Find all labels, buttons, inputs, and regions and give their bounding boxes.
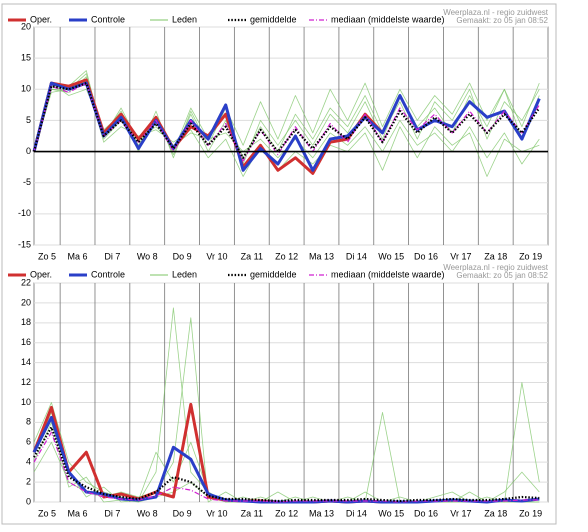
legend-label: mediaan (middelste waarde) — [331, 269, 445, 279]
series-line — [32, 81, 541, 172]
y-tick-label: 0 — [26, 146, 31, 156]
legend-label: Leden — [172, 269, 197, 279]
x-tick-label: Zo 19 — [519, 508, 542, 518]
x-tick-label: Zo 12 — [275, 251, 298, 261]
legend-label: Controle — [91, 14, 125, 24]
legend-label: Oper. — [30, 14, 52, 24]
source: Weerplaza.nl - regio zuidwest — [443, 263, 549, 272]
y-tick-label: 20 — [21, 21, 31, 31]
legend-label: Controle — [91, 269, 125, 279]
x-tick-label: Do 9 — [173, 508, 192, 518]
x-tick-label: Zo 5 — [38, 251, 56, 261]
plot-area — [33, 26, 549, 246]
y-tick-label: -5 — [23, 177, 31, 187]
y-tick-label: 4 — [26, 457, 31, 467]
y-tick-label: 14 — [21, 357, 31, 367]
x-tick-label: Vr 17 — [450, 508, 471, 518]
legend-label: gemiddelde — [250, 269, 297, 279]
x-tick-label: Za 11 — [241, 508, 263, 518]
x-tick-label: Vr 17 — [450, 251, 471, 261]
created: Gemaakt: zo 05 jan 08:52 — [456, 271, 548, 280]
legend-label: Leden — [172, 14, 197, 24]
y-tick-label: 8 — [26, 417, 31, 427]
x-tick-label: Do 16 — [414, 251, 438, 261]
x-tick-label: Ma 6 — [68, 508, 88, 518]
y-tick-label: 16 — [21, 337, 31, 347]
x-tick-label: Do 16 — [414, 508, 438, 518]
x-tick-label: Wo 15 — [378, 508, 404, 518]
y-tick-label: 2 — [26, 476, 31, 486]
x-tick-label: Vr 10 — [206, 508, 227, 518]
x-tick-label: Wo 8 — [137, 508, 158, 518]
x-tick-label: Za 11 — [241, 251, 263, 261]
y-tick-label: 12 — [21, 377, 31, 387]
y-tick-label: 0 — [26, 496, 31, 506]
x-tick-label: Di 14 — [346, 508, 367, 518]
x-tick-label: Za 18 — [484, 251, 507, 261]
y-tick-label: 5 — [26, 115, 31, 125]
x-tick-label: Ma 13 — [309, 251, 334, 261]
y-tick-label: 15 — [21, 53, 31, 63]
x-tick-label: Zo 12 — [275, 508, 298, 518]
x-tick-label: Vr 10 — [206, 251, 227, 261]
member-line — [33, 73, 540, 159]
x-tick-label: Ma 6 — [68, 251, 88, 261]
x-tick-label: Ma 13 — [309, 508, 334, 518]
x-tick-label: Di 14 — [346, 251, 367, 261]
y-tick-label: -10 — [18, 208, 31, 218]
x-tick-label: Di 7 — [104, 508, 120, 518]
x-tick-label: Do 9 — [173, 251, 192, 261]
y-tick-label: 18 — [21, 317, 31, 327]
x-tick-label: Wo 15 — [378, 251, 404, 261]
series-line — [33, 431, 540, 503]
source: Weerplaza.nl - regio zuidwest — [443, 8, 549, 17]
plot-area — [33, 282, 549, 503]
member-line — [33, 79, 540, 177]
y-tick-label: 22 — [21, 277, 31, 287]
x-tick-label: Zo 19 — [519, 251, 542, 261]
x-tick-label: Zo 5 — [38, 508, 56, 518]
series-line — [32, 82, 541, 159]
x-tick-label: Di 7 — [104, 251, 120, 261]
x-tick-label: Wo 8 — [137, 251, 158, 261]
y-tick-label: 10 — [21, 397, 31, 407]
y-tick-label: 10 — [21, 84, 31, 94]
legend-label: mediaan (middelste waarde) — [331, 14, 445, 24]
member-line — [33, 307, 540, 503]
legend-label: Oper. — [30, 269, 52, 279]
created: Gemaakt: zo 05 jan 08:52 — [456, 16, 548, 25]
y-tick-label: -15 — [18, 239, 31, 249]
y-tick-label: 6 — [26, 437, 31, 447]
x-tick-label: Za 18 — [484, 508, 507, 518]
legend-label: gemiddelde — [250, 14, 297, 24]
y-tick-label: 20 — [21, 297, 31, 307]
